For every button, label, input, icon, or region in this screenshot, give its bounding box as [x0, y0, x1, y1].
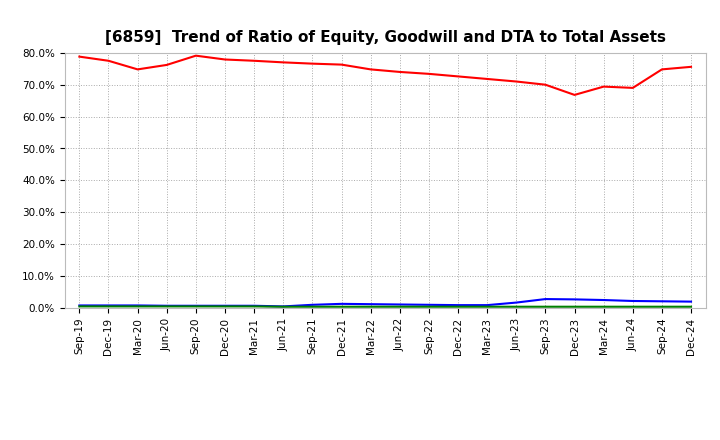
- Deferred Tax Assets: [308, 304, 317, 309]
- Equity: [541, 82, 550, 87]
- Equity: [366, 67, 375, 72]
- Equity: [133, 67, 142, 72]
- Deferred Tax Assets: [104, 304, 113, 309]
- Deferred Tax Assets: [366, 304, 375, 309]
- Goodwill: [308, 302, 317, 308]
- Equity: [512, 79, 521, 84]
- Equity: [425, 71, 433, 77]
- Deferred Tax Assets: [629, 304, 637, 309]
- Equity: [657, 67, 666, 72]
- Goodwill: [570, 297, 579, 302]
- Equity: [220, 57, 229, 62]
- Line: Goodwill: Goodwill: [79, 299, 691, 306]
- Equity: [599, 84, 608, 89]
- Goodwill: [541, 297, 550, 302]
- Deferred Tax Assets: [192, 304, 200, 309]
- Deferred Tax Assets: [395, 304, 404, 309]
- Goodwill: [133, 303, 142, 308]
- Deferred Tax Assets: [337, 304, 346, 309]
- Equity: [483, 76, 492, 81]
- Goodwill: [279, 304, 287, 309]
- Equity: [395, 69, 404, 74]
- Equity: [192, 53, 200, 59]
- Goodwill: [337, 301, 346, 307]
- Deferred Tax Assets: [570, 304, 579, 309]
- Goodwill: [75, 303, 84, 308]
- Equity: [75, 54, 84, 59]
- Goodwill: [483, 302, 492, 308]
- Goodwill: [220, 303, 229, 308]
- Goodwill: [250, 303, 258, 308]
- Deferred Tax Assets: [133, 304, 142, 309]
- Deferred Tax Assets: [250, 304, 258, 309]
- Line: Equity: Equity: [79, 56, 691, 95]
- Deferred Tax Assets: [687, 304, 696, 309]
- Deferred Tax Assets: [483, 304, 492, 309]
- Deferred Tax Assets: [220, 304, 229, 309]
- Goodwill: [657, 299, 666, 304]
- Goodwill: [599, 297, 608, 303]
- Deferred Tax Assets: [163, 304, 171, 309]
- Goodwill: [454, 302, 462, 308]
- Goodwill: [425, 302, 433, 308]
- Goodwill: [366, 301, 375, 307]
- Deferred Tax Assets: [425, 304, 433, 309]
- Deferred Tax Assets: [599, 304, 608, 309]
- Goodwill: [629, 298, 637, 304]
- Equity: [104, 58, 113, 63]
- Equity: [308, 61, 317, 66]
- Legend: Equity, Goodwill, Deferred Tax Assets: Equity, Goodwill, Deferred Tax Assets: [191, 437, 580, 440]
- Goodwill: [163, 303, 171, 308]
- Equity: [279, 60, 287, 65]
- Deferred Tax Assets: [454, 304, 462, 309]
- Deferred Tax Assets: [541, 304, 550, 309]
- Equity: [163, 62, 171, 68]
- Deferred Tax Assets: [75, 304, 84, 309]
- Equity: [337, 62, 346, 67]
- Equity: [250, 58, 258, 63]
- Equity: [687, 64, 696, 70]
- Equity: [570, 92, 579, 98]
- Goodwill: [395, 302, 404, 307]
- Equity: [454, 74, 462, 79]
- Equity: [629, 85, 637, 91]
- Deferred Tax Assets: [657, 304, 666, 309]
- Goodwill: [104, 303, 113, 308]
- Goodwill: [192, 303, 200, 308]
- Title: [6859]  Trend of Ratio of Equity, Goodwill and DTA to Total Assets: [6859] Trend of Ratio of Equity, Goodwil…: [104, 29, 666, 45]
- Deferred Tax Assets: [512, 304, 521, 309]
- Goodwill: [512, 300, 521, 305]
- Deferred Tax Assets: [279, 304, 287, 309]
- Goodwill: [687, 299, 696, 304]
